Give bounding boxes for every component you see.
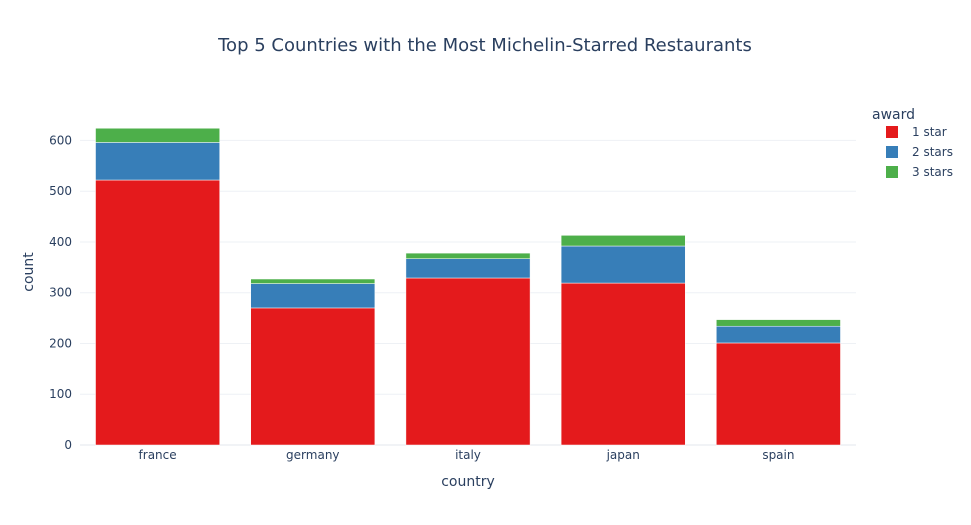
x-axis-title: country bbox=[441, 474, 495, 490]
bar-germany-1-star[interactable] bbox=[250, 307, 376, 446]
bar-spain-1-star[interactable] bbox=[716, 342, 841, 446]
x-axis-ticks: france germany italy japan spain bbox=[139, 448, 795, 462]
bar-spain-2-stars[interactable] bbox=[716, 325, 841, 344]
x-tick-label: germany bbox=[286, 448, 339, 462]
x-tick-label: france bbox=[139, 448, 177, 462]
bar-japan-1-star[interactable] bbox=[560, 282, 686, 446]
y-tick-label: 200 bbox=[49, 336, 72, 350]
bar-france-2-stars[interactable] bbox=[95, 142, 220, 181]
legend-label-2-stars[interactable]: 2 stars bbox=[912, 145, 953, 159]
y-tick-label: 0 bbox=[64, 438, 72, 452]
bar-france-1-star[interactable] bbox=[95, 179, 220, 446]
legend-title: award bbox=[872, 107, 915, 123]
bar-germany-3-stars[interactable] bbox=[250, 278, 376, 284]
x-tick-label: spain bbox=[762, 448, 794, 462]
y-axis-title: count bbox=[21, 252, 37, 292]
y-tick-label: 300 bbox=[49, 286, 72, 300]
x-tick-label: italy bbox=[455, 448, 481, 462]
bar-france-3-stars[interactable] bbox=[95, 127, 220, 143]
bar-spain-3-stars[interactable] bbox=[716, 319, 841, 327]
x-tick-label: japan bbox=[606, 448, 640, 462]
legend-label-1-star[interactable]: 1 star bbox=[912, 125, 947, 139]
bar-italy-3-stars[interactable] bbox=[405, 252, 531, 259]
legend-swatch-1-star[interactable] bbox=[886, 126, 898, 138]
bars bbox=[95, 127, 841, 446]
legend-label-3-stars[interactable]: 3 stars bbox=[912, 165, 953, 179]
bar-italy-1-star[interactable] bbox=[405, 277, 531, 446]
bar-japan-2-stars[interactable] bbox=[560, 245, 686, 284]
y-tick-label: 400 bbox=[49, 235, 72, 249]
bar-germany-2-stars[interactable] bbox=[250, 283, 376, 309]
bar-italy-2-stars[interactable] bbox=[405, 258, 531, 279]
legend[interactable]: award 1 star 2 stars 3 stars bbox=[872, 107, 953, 179]
y-tick-label: 500 bbox=[49, 184, 72, 198]
y-axis-ticks: 0 100 200 300 400 500 600 bbox=[49, 133, 72, 452]
legend-swatch-2-stars[interactable] bbox=[886, 146, 898, 158]
y-tick-label: 600 bbox=[49, 133, 72, 147]
bar-japan-3-stars[interactable] bbox=[560, 235, 686, 247]
chart-title: Top 5 Countries with the Most Michelin-S… bbox=[217, 35, 752, 56]
y-tick-label: 100 bbox=[49, 387, 72, 401]
legend-swatch-3-stars[interactable] bbox=[886, 166, 898, 178]
